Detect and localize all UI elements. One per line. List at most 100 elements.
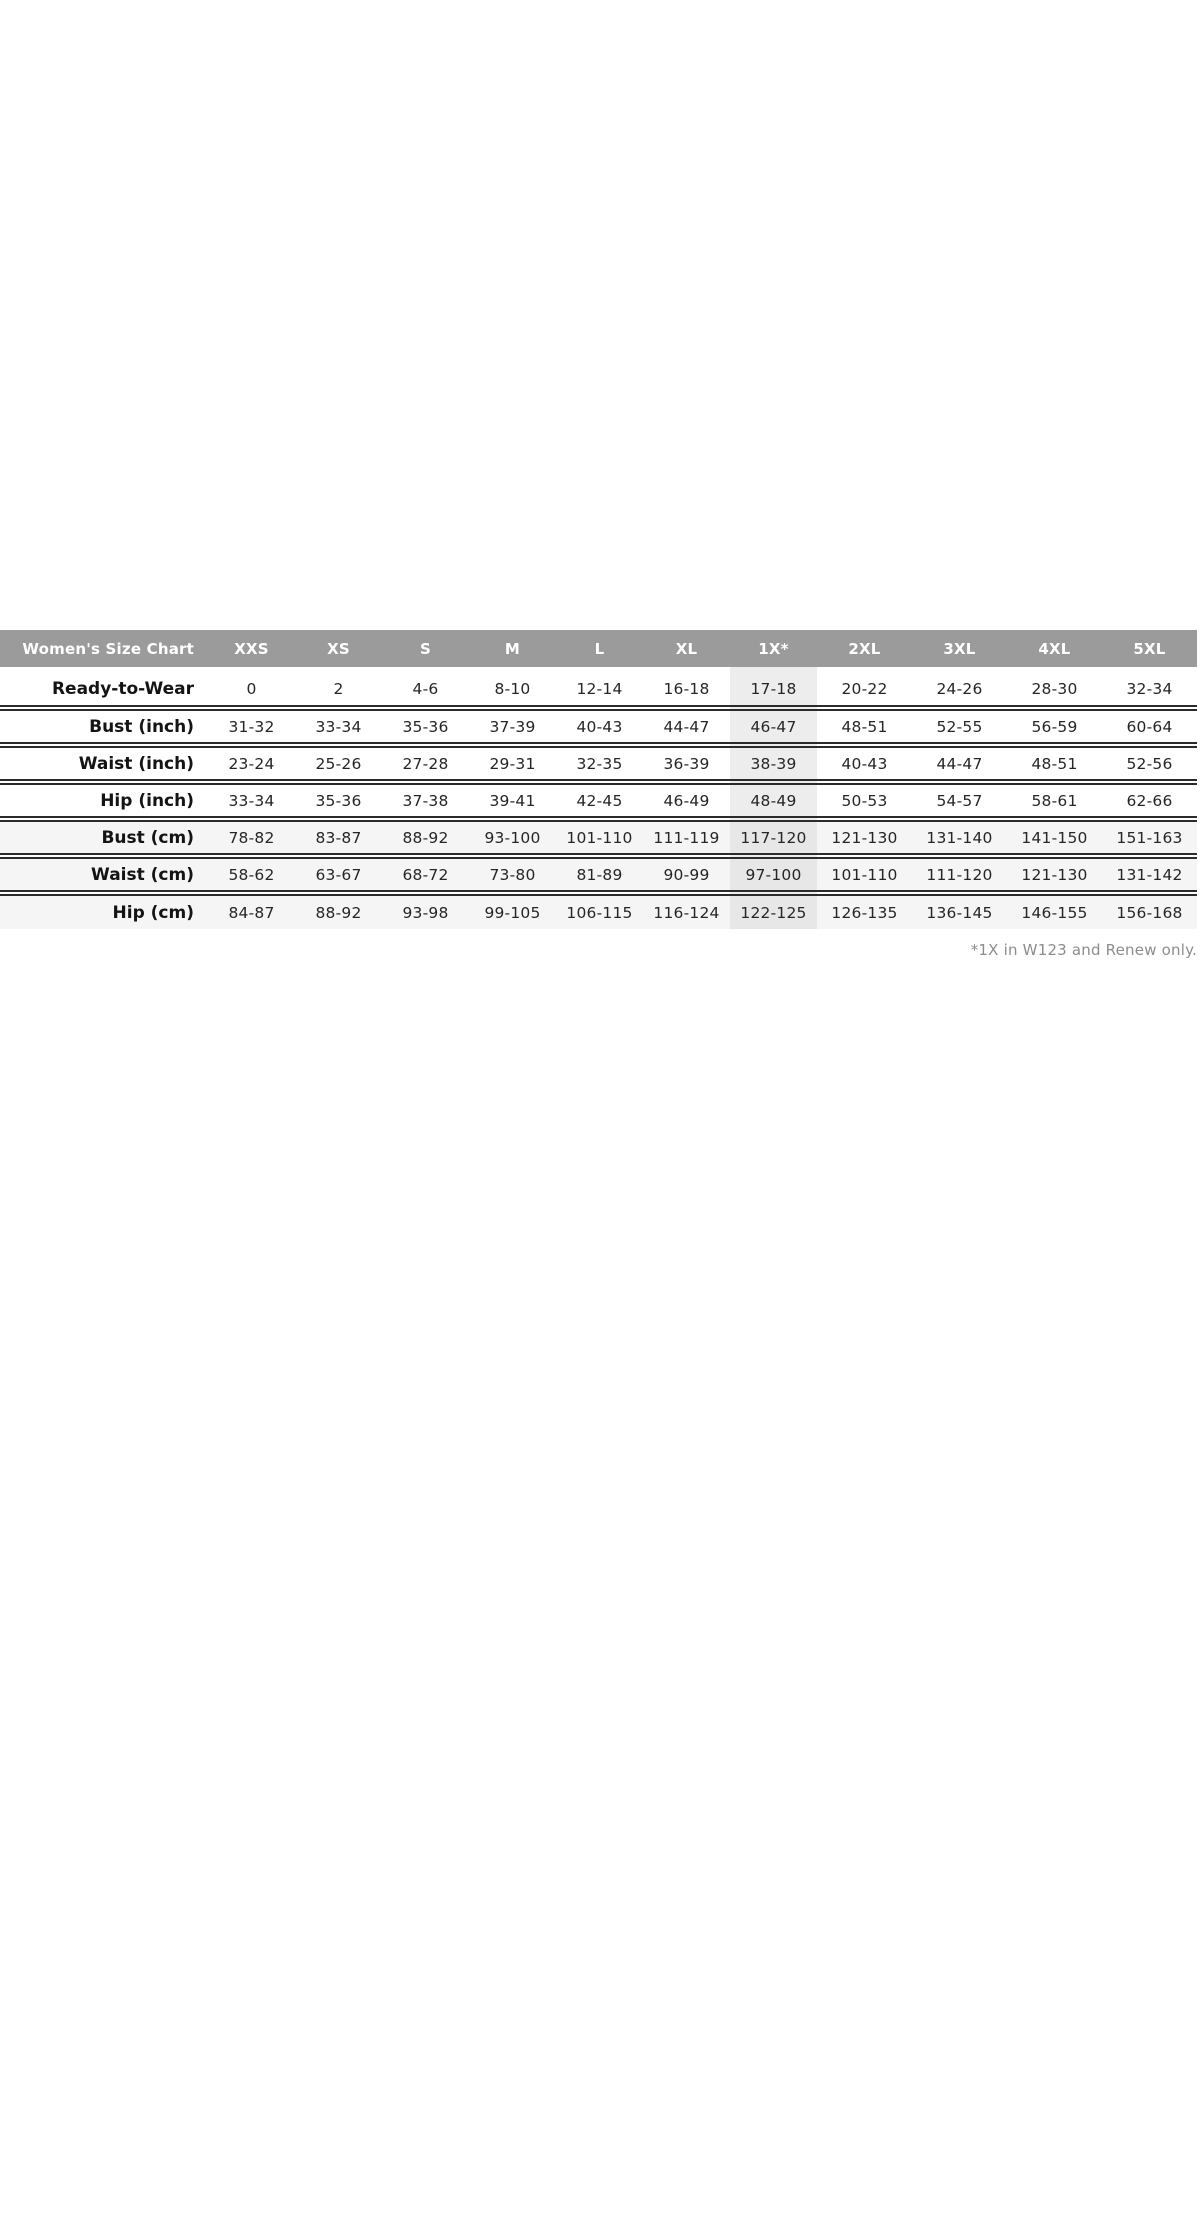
table-row-bust-cm: Bust (cm) 78-82 83-87 88-92 93-100 101-110 111… — [0, 820, 1197, 855]
size-cell: 52-56 — [1126, 754, 1173, 773]
column-header-m: M — [504, 639, 521, 658]
size-cell: 52-55 — [936, 717, 983, 736]
size-cell: 44-47 — [936, 754, 983, 773]
size-cell: 2 — [333, 679, 344, 698]
size-cell: 156-168 — [1102, 896, 1197, 929]
row-label: Waist (inch) — [78, 753, 194, 774]
column-header-xs: XS — [327, 639, 350, 658]
row-label: Ready-to-Wear — [51, 678, 194, 699]
size-cell: 88-92 — [295, 896, 382, 929]
size-cell: 99-105 — [469, 896, 556, 929]
size-cell: 63-67 — [295, 859, 382, 890]
column-header-3xl: 3XL — [943, 639, 976, 658]
size-cell: 58-62 — [208, 859, 295, 890]
size-cell: 106-115 — [556, 896, 643, 929]
size-cell: 101-110 — [817, 859, 912, 890]
size-cell: 12-14 — [576, 679, 623, 698]
size-cell: 126-135 — [817, 896, 912, 929]
size-cell: 58-61 — [1031, 791, 1078, 810]
table-row-hip-cm: Hip (cm) 84-87 88-92 93-98 99-105 106-115 116-… — [0, 894, 1197, 929]
size-cell: 60-64 — [1126, 717, 1173, 736]
size-cell: 97-100 — [730, 859, 817, 890]
size-cell: 40-43 — [841, 754, 888, 773]
column-header-s: S — [419, 639, 431, 658]
size-cell: 81-89 — [556, 859, 643, 890]
size-cell: 131-140 — [912, 822, 1007, 853]
size-cell: 31-32 — [228, 717, 275, 736]
size-cell: 48-51 — [841, 717, 888, 736]
table-row-hip-inch: Hip (inch) 33-34 35-36 37-38 39-41 42-45 46-49… — [0, 783, 1197, 818]
size-cell: 83-87 — [295, 822, 382, 853]
row-label: Hip (cm) — [0, 896, 208, 929]
footnote: *1X in W123 and Renew only. — [970, 941, 1197, 959]
size-cell: 29-31 — [489, 754, 536, 773]
size-cell: 46-49 — [663, 791, 710, 810]
size-cell: 40-43 — [576, 717, 623, 736]
size-cell: 68-72 — [382, 859, 469, 890]
size-cell: 78-82 — [208, 822, 295, 853]
size-cell: 56-59 — [1031, 717, 1078, 736]
size-cell: 111-120 — [912, 859, 1007, 890]
size-cell: 25-26 — [315, 754, 362, 773]
table-body: Ready-to-Wear 0 2 4-6 8-10 12-14 16-18 17-18 20-… — [0, 672, 1197, 929]
size-cell: 54-57 — [936, 791, 983, 810]
size-cell: 93-100 — [469, 822, 556, 853]
size-cell: 93-98 — [382, 896, 469, 929]
size-cell: 35-36 — [315, 791, 362, 810]
size-cell: 121-130 — [817, 822, 912, 853]
size-cell: 131-142 — [1102, 859, 1197, 890]
column-header-5xl: 5XL — [1133, 639, 1166, 658]
size-cell: 33-34 — [228, 791, 275, 810]
column-header-xxs: XXS — [234, 639, 269, 658]
size-cell: 48-51 — [1031, 754, 1078, 773]
size-cell: 20-22 — [841, 679, 888, 698]
size-cell: 39-41 — [489, 791, 536, 810]
size-cell: 46-47 — [750, 717, 797, 736]
size-cell: 116-124 — [643, 896, 730, 929]
size-cell: 111-119 — [643, 822, 730, 853]
size-cell: 38-39 — [750, 754, 797, 773]
size-cell: 151-163 — [1102, 822, 1197, 853]
size-cell: 33-34 — [315, 717, 362, 736]
size-cell: 4-6 — [412, 679, 439, 698]
row-label: Waist (cm) — [0, 859, 208, 890]
size-cell: 121-130 — [1007, 859, 1102, 890]
table-row-bust-inch: Bust (inch) 31-32 33-34 35-36 37-39 40-43 44-4… — [0, 709, 1197, 744]
size-cell: 146-155 — [1007, 896, 1102, 929]
size-cell: 84-87 — [208, 896, 295, 929]
column-header-l: L — [594, 639, 605, 658]
size-cell: 88-92 — [382, 822, 469, 853]
size-cell: 36-39 — [663, 754, 710, 773]
column-header-2xl: 2XL — [848, 639, 881, 658]
size-cell: 73-80 — [469, 859, 556, 890]
size-cell: 8-10 — [494, 679, 531, 698]
size-cell: 23-24 — [228, 754, 275, 773]
size-cell: 136-145 — [912, 896, 1007, 929]
column-header-1x: 1X* — [758, 639, 789, 658]
womens-size-chart: Women's Size Chart XXS XS S M L XL 1X* 2XL 3XL 4X… — [0, 630, 1197, 929]
table-header-row: Women's Size Chart XXS XS S M L XL 1X* 2XL 3XL 4X… — [0, 630, 1197, 667]
size-cell: 37-39 — [489, 717, 536, 736]
size-cell: 141-150 — [1007, 822, 1102, 853]
size-cell: 0 — [246, 679, 257, 698]
size-cell: 90-99 — [643, 859, 730, 890]
size-cell: 50-53 — [841, 791, 888, 810]
size-cell: 37-38 — [402, 791, 449, 810]
size-cell: 16-18 — [663, 679, 710, 698]
size-cell: 24-26 — [936, 679, 983, 698]
size-cell: 32-34 — [1126, 679, 1173, 698]
row-label: Bust (inch) — [89, 716, 194, 737]
size-cell: 62-66 — [1126, 791, 1173, 810]
size-cell: 35-36 — [402, 717, 449, 736]
size-cell: 117-120 — [730, 822, 817, 853]
size-cell: 27-28 — [402, 754, 449, 773]
size-cell: 101-110 — [556, 822, 643, 853]
size-cell: 44-47 — [663, 717, 710, 736]
size-cell: 28-30 — [1031, 679, 1078, 698]
size-cell: 122-125 — [730, 896, 817, 929]
row-label: Bust (cm) — [0, 822, 208, 853]
table-row-ready-to-wear: Ready-to-Wear 0 2 4-6 8-10 12-14 16-18 17-18 20-… — [0, 672, 1197, 707]
table-row-waist-inch: Waist (inch) 23-24 25-26 27-28 29-31 32-35 36-… — [0, 746, 1197, 781]
column-header-4xl: 4XL — [1038, 639, 1071, 658]
size-cell: 17-18 — [750, 679, 797, 698]
